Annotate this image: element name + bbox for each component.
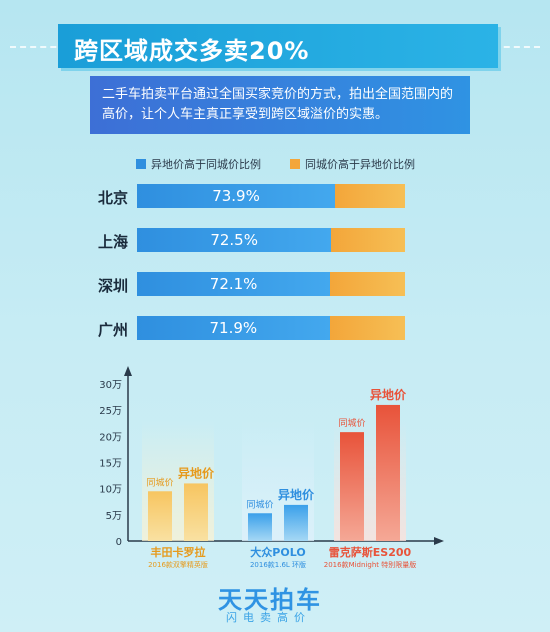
y-tick-label: 0 bbox=[116, 537, 122, 548]
y-axis-arrow bbox=[124, 366, 132, 376]
car-model-version: 2016款1.6L 环版 bbox=[250, 560, 306, 569]
bar-segment-remote bbox=[137, 184, 336, 208]
bar-segment-remote bbox=[137, 272, 331, 296]
y-tick-label: 30万 bbox=[99, 380, 122, 391]
bar-label-local: 同城价 bbox=[246, 499, 273, 510]
car-model-name: 雷克萨斯ES200 bbox=[329, 545, 412, 559]
city-label: 北京 bbox=[98, 189, 129, 207]
legend-swatch-orange bbox=[290, 159, 300, 169]
legend-label-local: 同城价高于异地价比例 bbox=[305, 158, 415, 171]
bar-remote-price bbox=[184, 483, 208, 541]
city-bar: 72.1% bbox=[137, 272, 405, 296]
bar-label-local: 同城价 bbox=[338, 418, 365, 429]
car-model-name: 大众POLO bbox=[250, 545, 305, 559]
legend-item-remote: 异地价高于同城价比例 bbox=[136, 156, 261, 172]
city-bar: 71.9% bbox=[137, 316, 405, 340]
car-model-version: 2016款双擎精英版 bbox=[148, 560, 208, 569]
bar-segment-remote bbox=[137, 228, 332, 252]
y-tick-label: 15万 bbox=[99, 459, 122, 470]
brand-logo: 天天拍车 bbox=[218, 586, 322, 614]
bar-remote-price bbox=[284, 504, 308, 541]
bar-local-price bbox=[340, 432, 364, 541]
car-model-name: 丰田卡罗拉 bbox=[151, 545, 206, 559]
bar-label-remote: 异地价 bbox=[278, 487, 315, 502]
legend-swatch-blue bbox=[136, 159, 146, 169]
title-banner: 跨区域成交多卖20% bbox=[58, 24, 498, 68]
bar-percent-label: 73.9% bbox=[212, 187, 260, 205]
bar-segment-remote bbox=[137, 316, 330, 340]
description-box: 二手车拍卖平台通过全国买家竞价的方式，拍出全国范围内的高价，让个人车主真正享受到… bbox=[90, 76, 470, 134]
y-tick-label: 25万 bbox=[99, 406, 122, 417]
bar-segment-local bbox=[329, 316, 405, 340]
bar-segment-local bbox=[330, 272, 405, 296]
bar-percent-label: 72.5% bbox=[210, 231, 258, 249]
bar-percent-label: 71.9% bbox=[209, 319, 258, 337]
legend-label-remote: 异地价高于同城价比例 bbox=[151, 158, 261, 171]
city-bar: 73.9% bbox=[137, 184, 405, 208]
y-tick-label: 5万 bbox=[106, 511, 122, 522]
bar-segment-local bbox=[331, 228, 405, 252]
bar-remote-price bbox=[376, 404, 400, 541]
bar-percent-label: 72.1% bbox=[209, 275, 258, 293]
city-label: 上海 bbox=[98, 233, 129, 251]
bar-local-price bbox=[248, 513, 272, 541]
y-tick-label: 20万 bbox=[99, 432, 122, 443]
brand-slogan: 闪电卖高价 bbox=[226, 611, 311, 624]
car-model-version: 2016款Midnight 特别限量版 bbox=[324, 560, 416, 569]
city-label: 深圳 bbox=[98, 277, 129, 295]
bar-label-local: 同城价 bbox=[146, 477, 173, 488]
bar-segment-local bbox=[335, 184, 405, 208]
bar-local-price bbox=[148, 491, 172, 541]
page-title: 跨区域成交多卖20% bbox=[74, 37, 310, 65]
bar-label-remote: 异地价 bbox=[178, 465, 215, 480]
legend-item-local: 同城价高于异地价比例 bbox=[290, 156, 415, 172]
bar-label-remote: 异地价 bbox=[370, 387, 407, 402]
city-bar: 72.5% bbox=[137, 228, 405, 252]
city-label: 广州 bbox=[98, 321, 129, 339]
x-axis-arrow bbox=[434, 537, 444, 545]
y-tick-label: 10万 bbox=[99, 485, 122, 496]
